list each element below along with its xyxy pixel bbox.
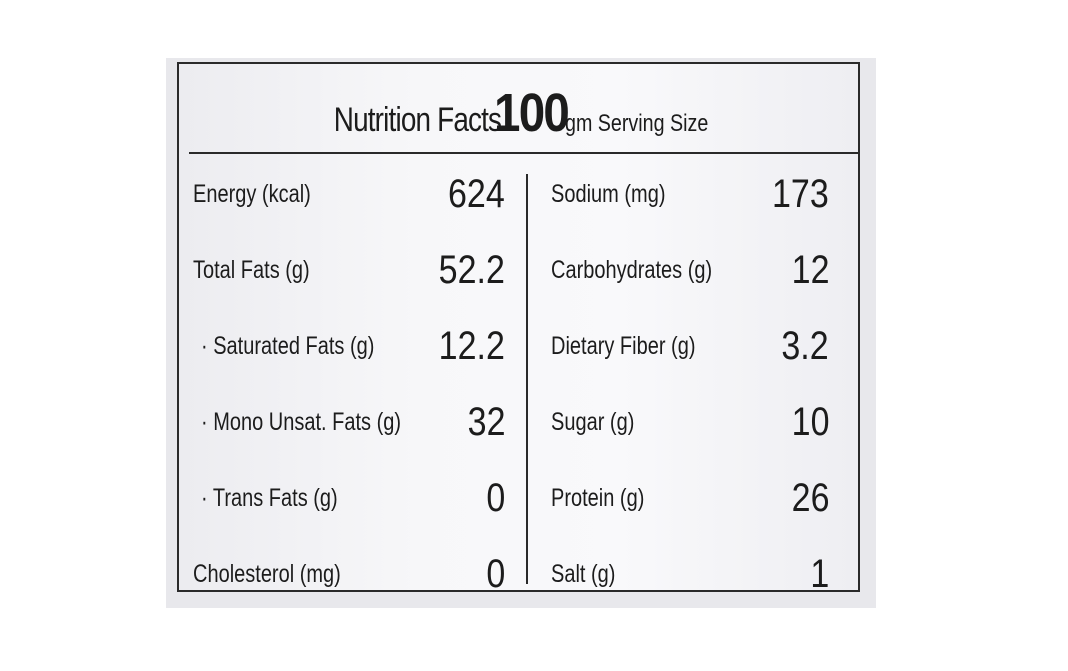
nutrient-value: 624	[448, 172, 505, 216]
nutrient-row: Salt (g) 1	[551, 540, 851, 616]
nutrient-value: 1	[810, 552, 829, 596]
left-column: Energy (kcal) 624 Total Fats (g) 52.2 · …	[193, 160, 505, 616]
nutrient-label: · Trans Fats (g)	[201, 484, 338, 512]
nutrient-value: 3.2	[781, 324, 829, 368]
nutrient-row: Dietary Fiber (g) 3.2	[551, 312, 851, 388]
nutrient-row: Total Fats (g) 52.2	[193, 236, 505, 312]
nutrient-row: Cholesterol (mg) 0	[193, 540, 505, 616]
nutrient-row: · Trans Fats (g) 0	[193, 464, 505, 540]
nutrient-label: Dietary Fiber (g)	[551, 332, 696, 360]
nutrient-row: Carbohydrates (g) 12	[551, 236, 851, 312]
header-rule	[189, 152, 858, 154]
nutrient-label: Sodium (mg)	[551, 180, 666, 208]
nutrition-facts-label: Nutrition Facts100gm Serving Size Energy…	[177, 62, 860, 596]
nutrient-label: Protein (g)	[551, 484, 645, 512]
label-title: Nutrition Facts	[333, 101, 502, 139]
serving-amount: 100	[494, 83, 570, 143]
nutrient-row: Sugar (g) 10	[551, 388, 851, 464]
nutrient-label: Cholesterol (mg)	[193, 560, 341, 588]
label-header: Nutrition Facts100gm Serving Size	[179, 82, 858, 152]
nutrient-value: 32	[467, 400, 505, 444]
nutrient-label: Total Fats (g)	[193, 256, 310, 284]
nutrient-value: 52.2	[438, 248, 505, 292]
serving-unit: gm Serving Size	[565, 110, 709, 137]
nutrient-label: Salt (g)	[551, 560, 616, 588]
nutrient-label: · Mono Unsat. Fats (g)	[201, 408, 402, 436]
nutrient-row: Energy (kcal) 624	[193, 160, 505, 236]
column-divider	[526, 174, 528, 584]
nutrient-value: 10	[791, 400, 829, 444]
nutrient-value: 0	[486, 476, 505, 520]
right-column: Sodium (mg) 173 Carbohydrates (g) 12 Die…	[551, 160, 851, 616]
nutrient-row: Protein (g) 26	[551, 464, 851, 540]
nutrient-value: 12	[791, 248, 829, 292]
nutrient-row: · Mono Unsat. Fats (g) 32	[193, 388, 505, 464]
nutrient-label: · Saturated Fats (g)	[201, 332, 375, 360]
nutrient-label: Sugar (g)	[551, 408, 635, 436]
nutrient-value: 26	[791, 476, 829, 520]
nutrient-value: 12.2	[438, 324, 505, 368]
nutrient-label: Carbohydrates (g)	[551, 256, 713, 284]
nutrient-value: 173	[772, 172, 829, 216]
nutrient-value: 0	[486, 552, 505, 596]
nutrient-row: · Saturated Fats (g) 12.2	[193, 312, 505, 388]
nutrient-label: Energy (kcal)	[193, 180, 311, 208]
nutrient-row: Sodium (mg) 173	[551, 160, 851, 236]
